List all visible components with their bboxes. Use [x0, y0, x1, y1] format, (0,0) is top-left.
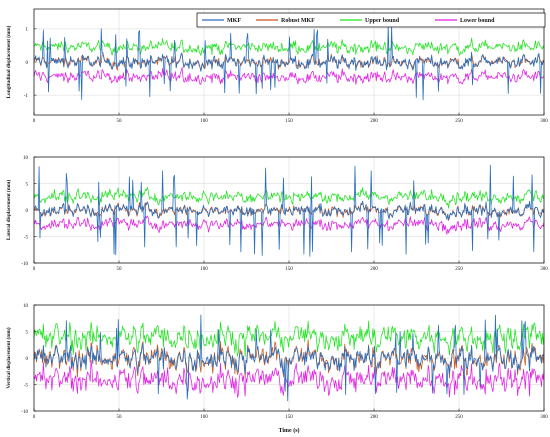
longitudinal-xtick-label-3: 150: [285, 119, 293, 124]
vertical-series-mkf: [33, 314, 545, 402]
longitudinal-series-mkf: [33, 24, 544, 101]
panel-lateral: 0 50 100 150 200 250 300 -10 -5 0 5 10 Lateral displ…: [5, 156, 548, 272]
lateral-xtick-label-6: 300: [540, 267, 548, 272]
vertical-ytick-label-1: -5: [24, 383, 29, 388]
vertical-xtick-label-1: 50: [117, 415, 123, 420]
vertical-xtick-label-5: 250: [455, 415, 463, 420]
longitudinal-ytick-label-2: 1: [26, 28, 29, 33]
lateral-ytick-label-3: 5: [26, 182, 29, 187]
longitudinal-xtick-label-1: 50: [117, 119, 123, 124]
lateral-ytick-label-1: -5: [24, 235, 29, 240]
lateral-xtick-label-3: 150: [285, 267, 293, 272]
lateral-xtick-label-2: 100: [200, 267, 208, 272]
vertical-ytick-label-3: 5: [26, 330, 29, 335]
vertical-ylabel: Vertical displacement (mm): [5, 327, 12, 388]
longitudinal-series-lower-bound: [33, 66, 545, 85]
legend-label-robust-mkf: Robust MKF: [281, 18, 315, 24]
vertical-ytick-label-0: -10: [21, 410, 28, 415]
vertical-xlabel: Time (s): [278, 427, 299, 434]
lateral-series-mkf: [33, 164, 545, 257]
vertical-xtick-label-6: 300: [540, 415, 548, 420]
legend-box: [196, 12, 546, 28]
vertical-xtick-label-4: 200: [370, 415, 378, 420]
lateral-xtick-label-0: 0: [33, 267, 36, 272]
longitudinal-xtick-label-2: 100: [200, 119, 208, 124]
lateral-series-lower-bound: [33, 215, 545, 235]
lateral-xtick-label-1: 50: [117, 267, 123, 272]
lateral-xtick-label-5: 250: [455, 267, 463, 272]
lateral-ytick-label-4: 10: [23, 156, 29, 161]
lateral-series-upper-bound: [33, 186, 545, 209]
lateral-ylabel: Lateral displacement (mm): [5, 180, 12, 240]
longitudinal-ytick-label-0: -1: [24, 94, 29, 99]
lateral-ytick-label-2: 0: [26, 209, 29, 214]
panel-vertical: 0 50 100 150 200 250 300 -10 -5 0 5 10 Vertical disp…: [5, 304, 548, 434]
longitudinal-xtick-label-6: 300: [540, 119, 548, 124]
longitudinal-xtick-label-4: 200: [370, 119, 378, 124]
lateral-xtick-label-4: 200: [370, 267, 378, 272]
longitudinal-xtick-label-0: 0: [33, 119, 36, 124]
vertical-xtick-label-3: 150: [285, 415, 293, 420]
vertical-series-lower-bound: [33, 359, 545, 398]
lateral-ytick-label-0: -10: [21, 262, 28, 267]
vertical-ytick-label-2: 0: [26, 357, 29, 362]
legend-label-mkf: MKF: [227, 18, 241, 24]
vertical-xtick-label-0: 0: [33, 415, 36, 420]
legend-label-lower-bound: Lower bound: [460, 18, 495, 24]
longitudinal-ytick-label-1: 0: [26, 61, 29, 66]
legend: MKF Robust MKF Upper bound Lower bound: [196, 12, 546, 28]
longitudinal-ylabel: Longitudinal displacement (mm): [5, 25, 12, 98]
vertical-xtick-label-2: 100: [200, 415, 208, 420]
legend-label-upper-bound: Upper bound: [365, 18, 400, 24]
vertical-ytick-label-4: 10: [23, 304, 29, 309]
longitudinal-xtick-label-5: 250: [455, 119, 463, 124]
